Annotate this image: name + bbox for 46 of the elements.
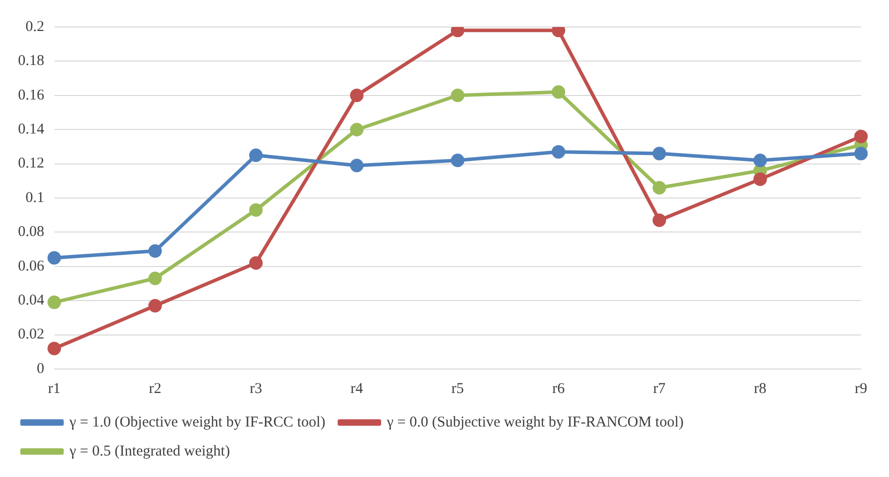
y-tick-label: 0.12: [18, 156, 44, 172]
point: [854, 146, 868, 160]
y-tick-label: 0.18: [18, 53, 44, 70]
x-tick-label: r7: [653, 380, 666, 397]
point: [552, 145, 566, 159]
point: [148, 244, 162, 258]
legend-label: γ = 0.0 (Subjective weight by IF-RANCOM tool): [386, 414, 684, 430]
x-tick-label: r4: [350, 380, 364, 397]
point: [48, 342, 61, 356]
x-tick-label: r9: [854, 380, 868, 397]
point: [48, 296, 61, 310]
legend-label: γ = 1.0 (Objective weight by IF-RCC tool): [68, 414, 326, 430]
point: [350, 158, 364, 172]
point: [652, 180, 666, 194]
x-tick-label: r1: [48, 380, 60, 397]
point: [350, 88, 364, 102]
point: [148, 298, 162, 312]
x-tick-label: r2: [148, 380, 162, 397]
point: [450, 154, 464, 168]
point: [652, 213, 666, 227]
point: [552, 85, 566, 99]
y-tick-label: 0.2: [26, 18, 44, 35]
point: [652, 146, 666, 160]
point: [450, 88, 464, 102]
y-tick-label: 0.06: [18, 258, 45, 274]
y-tick-label: 0: [36, 360, 44, 377]
y-tick-label: 0.16: [18, 87, 45, 104]
x-tick-label: r8: [754, 380, 766, 397]
point: [249, 203, 263, 217]
x-tick-label: r3: [250, 380, 262, 397]
point: [854, 130, 868, 144]
point: [249, 256, 263, 270]
point: [249, 148, 263, 162]
point: [753, 154, 767, 168]
point: [753, 172, 767, 186]
y-tick-label: 0.04: [18, 292, 45, 309]
y-tick-label: 0.1: [26, 190, 44, 206]
y-tick-label: 0.08: [18, 224, 44, 240]
y-tick-label: 0.02: [18, 326, 44, 343]
point: [148, 272, 162, 286]
legend-label: γ = 0.5 (Integrated weight): [68, 443, 230, 460]
point: [48, 251, 61, 265]
point: [350, 122, 364, 136]
y-tick-label: 0.14: [18, 122, 45, 138]
x-tick-label: r5: [451, 380, 464, 397]
x-tick-label: r6: [552, 380, 566, 397]
